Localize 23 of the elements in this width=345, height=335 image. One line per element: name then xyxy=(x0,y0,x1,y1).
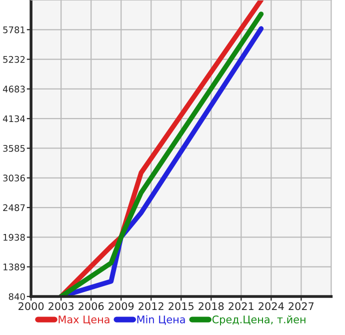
y-tick-label: 2487 xyxy=(3,204,25,212)
legend-label: Сред.Цена, т.йен xyxy=(212,315,306,326)
x-tick-label: 2018 xyxy=(198,302,224,310)
y-tick-label: 5781 xyxy=(3,26,25,34)
x-tick-label: 2003 xyxy=(48,302,74,310)
y-tick-label: 4683 xyxy=(2,86,25,92)
y-tick-label: 3036 xyxy=(3,174,25,182)
y-tick-label: 5232 xyxy=(3,56,25,63)
x-tick-label: 2027 xyxy=(288,302,314,310)
legend-label: Max Цена xyxy=(58,316,110,325)
y-tick-label: 1389 xyxy=(4,264,25,270)
legend-label: Min Цена xyxy=(137,315,185,325)
x-tick-label: 2024 xyxy=(258,302,284,310)
x-tick-label: 2000 xyxy=(18,302,44,310)
y-tick-label: 4134 xyxy=(2,115,25,122)
x-tick-label: 2009 xyxy=(108,302,134,310)
y-tick-label: 840 xyxy=(8,293,25,300)
x-tick-label: 2021 xyxy=(228,302,254,310)
x-tick-label: 2012 xyxy=(138,302,164,310)
x-tick-label: 2015 xyxy=(168,302,194,310)
x-tick-label: 2006 xyxy=(78,302,104,310)
y-tick-label: 3585 xyxy=(3,144,25,152)
y-tick-label: 1938 xyxy=(4,234,25,241)
